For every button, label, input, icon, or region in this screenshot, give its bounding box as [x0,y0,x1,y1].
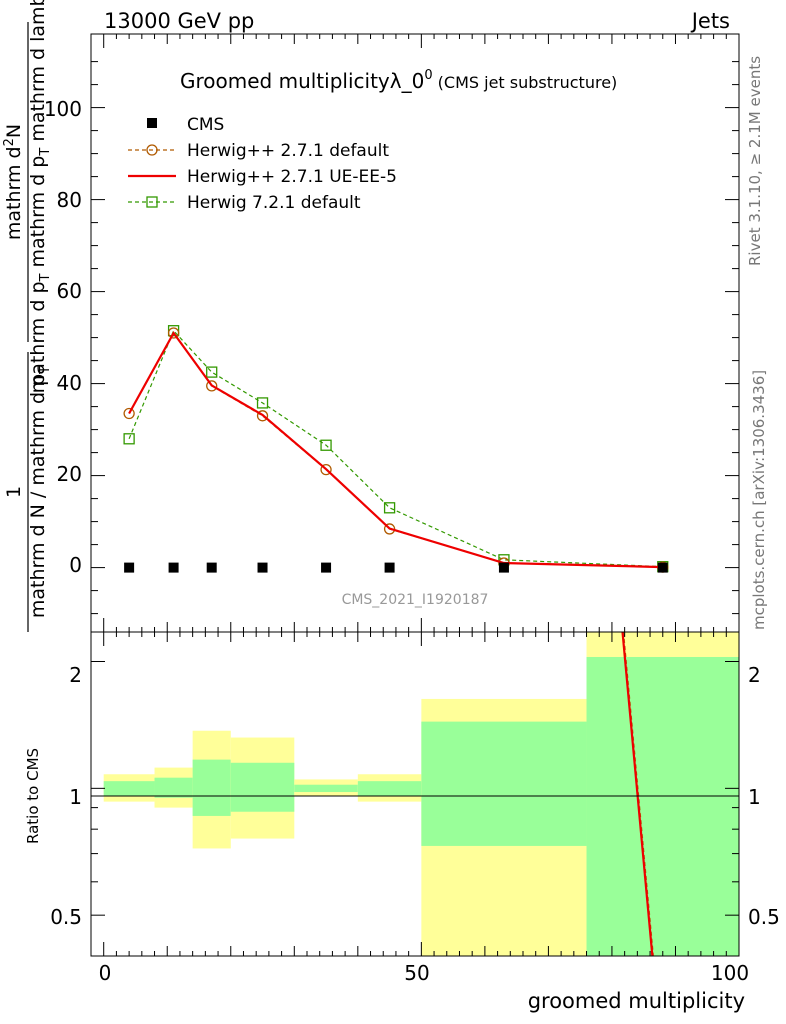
ratio-tick-label-right-2: 2 [748,663,761,687]
plot-title: Groomed multiplicityλ_00 (CMS jet substr… [180,68,617,93]
cms-point-6 [498,562,509,573]
point-herwig7-3 [256,397,269,409]
green-band-6 [421,721,587,846]
point-herwig7-4 [320,439,332,451]
plot-title-lambda: λ_0 [390,69,425,93]
legend-marker-cms [147,118,157,128]
green-band-7 [586,656,739,956]
curve-herwig7 [128,329,663,568]
point-herwig7-0 [123,433,135,445]
cms-point-1 [168,562,179,573]
legend-label-herwig7: Herwig 7.2.1 default [187,193,361,213]
green-band-0 [103,781,155,796]
y-axis-label-ratio: Ratio to CMS [24,748,42,844]
y-tick-label-80: 80 [57,188,82,212]
y-tick-label-20: 20 [57,462,82,486]
point-herwigpp-default-1 [167,327,180,339]
cms-point-5 [384,562,395,573]
legend-label-herwigpp-ueee5: Herwig++ 2.7.1 UE-EE-5 [187,167,397,187]
cms-point-7 [657,562,668,573]
ratio-tick-label-1: 1 [69,785,82,809]
rivet-version-label: Rivet 3.1.10, ≥ 2.1M events [746,56,764,266]
legend-marker-herwig7 [146,196,158,208]
green-band-5 [357,781,422,796]
cms-point-0 [124,562,135,573]
ratio-curves [621,631,654,957]
ylabel-frac-den: mathrm d N / mathrm d pT [27,366,53,618]
curve-herwigpp-ueee5 [128,330,663,569]
plot-title-main: Groomed multiplicity [180,69,390,93]
cms-point-4 [321,562,332,573]
point-herwigpp-default-2 [206,380,218,392]
y-tick-label-0: 0 [69,553,82,577]
legend-label-cms: CMS [187,115,224,135]
cms-point-3 [257,562,268,573]
green-band-1 [154,777,193,798]
analysis-watermark: CMS_2021_I1920187 [342,592,489,608]
cms-point-2 [206,562,217,573]
beam-label: 13000 GeV pp [104,9,254,33]
mc-curves [123,325,669,573]
point-herwig7-5 [383,502,396,514]
ylabel-frac-num: 1 [3,486,25,498]
y-tick-label-100: 100 [44,97,82,121]
legend: CMS Herwig++ 2.7.1 default Herwig++ 2.7.… [128,115,397,213]
ratio-tick-label-right-0.5: 0.5 [748,905,780,929]
point-herwigpp-default-3 [256,410,269,422]
process-label: Jets [690,9,730,33]
curve-herwigpp-default [128,331,663,568]
mcplots-label: mcplots.cern.ch [arXiv:1306.3436] [750,370,768,630]
plot-title-sub: (CMS jet substructure) [433,73,618,92]
ratio-tick-label-2: 2 [69,663,82,687]
ratio-plot-frame [90,631,740,957]
ratio-uncertainty-bands [103,632,739,956]
green-band-2 [192,759,231,816]
y-axis-label-main: 1 mathrm d N / mathrm d pT mathrm d2N ma… [2,0,53,632]
green-band-4 [294,784,358,793]
y-tick-label-40: 40 [57,371,82,395]
x-axis-label: groomed multiplicity [528,989,745,1013]
y-tick-label-60: 60 [57,279,82,303]
x-tick-label-50: 50 [404,961,429,985]
ylabel-bottom: mathrm d pT mathrm d pT mathrm d lambda [27,0,53,393]
ratio-tick-label-right-1: 1 [748,785,761,809]
x-tick-label-100: 100 [711,961,749,985]
ratio-tick-label-0.5: 0.5 [50,905,82,929]
green-band-3 [230,762,295,812]
ylabel-top: mathrm d2N [2,124,25,240]
axis-ticks [91,34,740,957]
legend-marker-herwigpp-default [146,144,158,156]
point-herwigpp-default-0 [123,407,135,420]
ratio-line-herwigpp-ueee5 [621,631,654,957]
legend-label-herwigpp-default: Herwig++ 2.7.1 default [187,141,389,161]
point-herwigpp-default-4 [320,463,332,476]
x-tick-label-0: 0 [99,961,112,985]
point-herwig7-2 [206,366,218,378]
data-markers [124,562,668,573]
plot-title-sup: 0 [424,68,432,83]
